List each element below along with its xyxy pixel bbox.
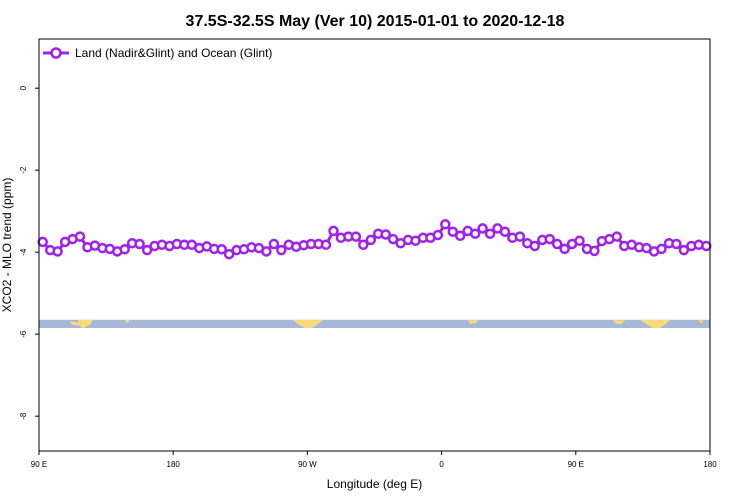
data-point <box>119 244 130 255</box>
data-point <box>350 231 362 242</box>
x-tick-label: 180 <box>703 460 717 469</box>
land-patch <box>125 319 130 324</box>
land-patch <box>698 320 704 324</box>
land-patch <box>78 319 94 328</box>
legend-label: Land (Nadir&Glint) and Ocean (Glint) <box>75 46 272 60</box>
data-point <box>514 231 526 242</box>
y-tick-label: -4 <box>19 248 28 256</box>
data-point <box>656 243 667 255</box>
y-tick-label: 0 <box>19 85 28 90</box>
data-point <box>701 240 712 252</box>
data-point <box>216 244 227 255</box>
data-point <box>589 245 600 257</box>
data-point <box>611 231 623 242</box>
x-tick-label: 90 W <box>298 460 317 469</box>
data-point <box>454 230 466 242</box>
ocean-band <box>39 319 710 329</box>
land-patch <box>293 319 323 328</box>
data-point <box>268 238 280 250</box>
legend-marker <box>50 47 62 59</box>
data-point <box>544 233 555 245</box>
data-point <box>671 238 682 250</box>
land-ocean-map-strip <box>39 319 710 329</box>
series-layer <box>37 219 712 260</box>
data-point <box>37 236 48 248</box>
data-point <box>134 238 145 250</box>
data-point <box>328 225 339 237</box>
x-axis: 90 E 180 90 W 0 90 E 180 <box>31 451 717 469</box>
y-tick-label: -6 <box>19 330 28 338</box>
plot-frame <box>38 38 711 452</box>
data-point <box>559 243 570 255</box>
data-point <box>276 244 287 256</box>
land-patch <box>640 319 670 328</box>
x-tick-label: 0 <box>439 460 444 469</box>
x-axis-title: Longitude (deg E) <box>327 477 422 491</box>
data-point <box>432 229 444 241</box>
data-point <box>223 248 235 260</box>
y-axis: 0 -2 -4 -6 -8 <box>19 85 39 420</box>
data-point <box>440 219 451 230</box>
data-point <box>678 244 690 256</box>
data-point <box>261 246 272 257</box>
land-patch <box>612 320 625 325</box>
data-point <box>499 226 511 237</box>
data-point <box>365 234 377 246</box>
data-point <box>529 240 541 252</box>
data-point <box>380 229 391 240</box>
data-point <box>574 235 585 246</box>
x-tick-label: 90 E <box>31 460 47 469</box>
data-point <box>141 244 153 256</box>
data-point <box>387 233 399 245</box>
data-point <box>52 246 63 257</box>
data-point <box>551 238 563 250</box>
data-point <box>74 231 86 242</box>
land-patch <box>468 320 478 324</box>
y-axis-title: XCO2 - MLO trend (ppm) <box>0 178 14 313</box>
y-tick-label: -8 <box>19 412 28 420</box>
data-point <box>477 223 488 234</box>
legend: Land (Nadir&Glint) and Ocean (Glint) <box>43 46 272 60</box>
data-point <box>469 228 481 239</box>
data-point <box>320 239 332 251</box>
data-point <box>484 228 496 239</box>
y-tick-label: -2 <box>19 166 28 174</box>
data-point <box>447 226 459 237</box>
x-tick-label: 90 E <box>568 460 584 469</box>
data-point <box>358 239 369 251</box>
chart-title: 37.5S-32.5S May (Ver 10) 2015-01-01 to 2… <box>186 13 565 30</box>
x-tick-label: 180 <box>167 460 181 469</box>
